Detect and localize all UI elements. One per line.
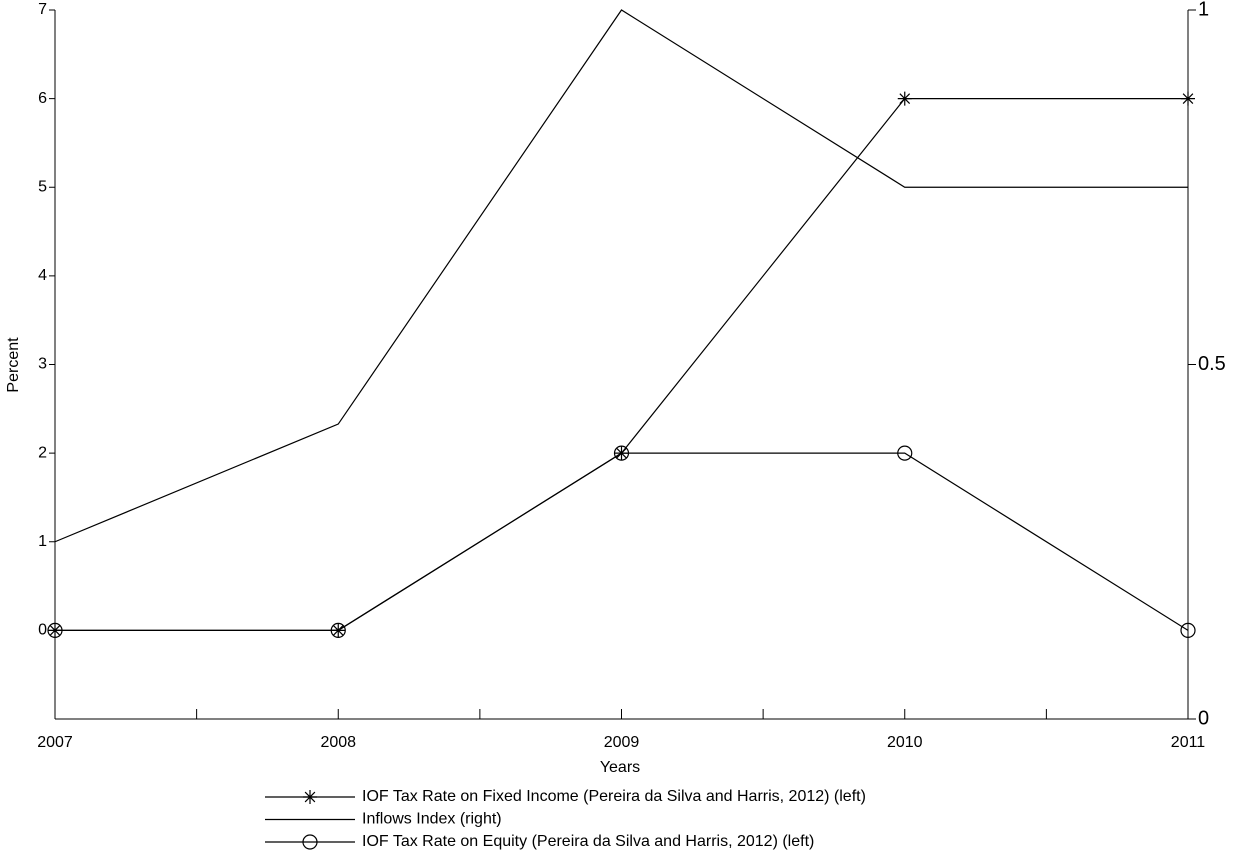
y2-tick-label: 0 xyxy=(1198,707,1209,729)
x-tick-label: 2011 xyxy=(1171,734,1206,751)
marker xyxy=(613,445,630,461)
y-tick-label: 7 xyxy=(38,1,47,18)
series-line xyxy=(55,98,1188,631)
legend-label: IOF Tax Rate on Fixed Income (Pereira da… xyxy=(362,788,866,805)
legend-label: IOF Tax Rate on Equity (Pereira da Silva… xyxy=(362,833,814,850)
x-tick-label: 2009 xyxy=(604,734,640,751)
marker xyxy=(330,622,346,638)
marker xyxy=(897,91,912,106)
series-line xyxy=(54,9,1188,543)
legend-label: Inflows Index (right) xyxy=(362,811,502,828)
marker xyxy=(1181,91,1195,106)
marker xyxy=(47,622,63,638)
y-tick-label: 1 xyxy=(38,533,47,550)
y-tick-label: 6 xyxy=(38,90,47,107)
y-tick-label: 0 xyxy=(38,622,47,639)
x-tick-label: 2007 xyxy=(37,734,73,751)
y-tick-label: 2 xyxy=(38,444,47,461)
series-line xyxy=(55,452,1189,631)
x-axis-label: Years xyxy=(600,759,640,776)
y-tick-label: 4 xyxy=(38,267,47,284)
marker xyxy=(897,445,913,461)
x-tick-label: 2008 xyxy=(320,734,356,751)
marker xyxy=(1180,622,1196,638)
y-axis-label: Percent xyxy=(5,337,22,393)
marker xyxy=(302,834,318,850)
marker xyxy=(303,790,317,804)
y2-tick-label: 1 xyxy=(1198,0,1209,20)
y-tick-label: 5 xyxy=(38,178,47,195)
y-tick-label: 3 xyxy=(38,356,47,373)
x-tick-label: 2010 xyxy=(887,734,923,751)
y2-tick-label: 0.5 xyxy=(1198,353,1226,375)
